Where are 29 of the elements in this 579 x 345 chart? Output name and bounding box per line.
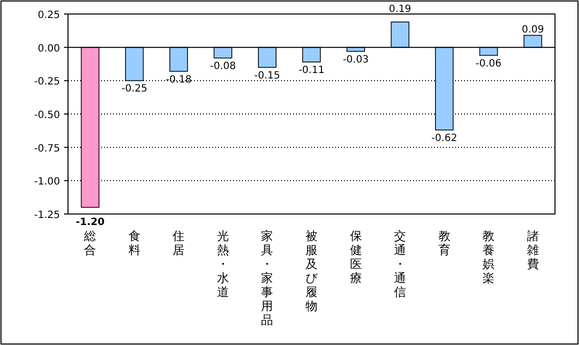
x-tick-label: 教養娯楽 — [482, 229, 495, 285]
data-label: -0.18 — [166, 74, 192, 86]
x-tick-label: 総合 — [83, 229, 96, 257]
x-tick-label: 住居 — [172, 229, 185, 257]
y-tick-label: -0.25 — [34, 76, 60, 88]
y-tick-label: -0.50 — [34, 110, 60, 121]
data-label: 0.19 — [388, 4, 412, 15]
data-label: -0.25 — [121, 84, 148, 95]
data-label: -0.15 — [254, 70, 280, 82]
y-tick-label: -0.75 — [34, 143, 60, 154]
x-tick-label: 教育 — [438, 229, 450, 257]
data-label: -1.20 — [76, 217, 105, 228]
x-tick-label: 保健医療 — [350, 229, 362, 285]
data-label: -0.11 — [298, 65, 324, 76]
x-tick-label: 光熱・水道 — [216, 229, 229, 299]
x-tick-label: 家具・家事用品 — [261, 229, 274, 327]
data-label: 0.09 — [522, 24, 544, 36]
y-tick-label: -1.00 — [34, 176, 60, 188]
data-label: -0.08 — [210, 61, 236, 72]
y-tick-label: 0.00 — [38, 43, 60, 54]
x-tick-label: 被服及び履物 — [306, 229, 318, 313]
y-tick-label: -1.25 — [34, 210, 60, 221]
data-label: -0.06 — [476, 58, 502, 70]
x-tick-label: 諸雑費 — [526, 229, 539, 271]
x-tick-label: 交通・通信 — [394, 229, 406, 299]
x-tick-label: 食料 — [128, 229, 140, 257]
y-tick-label: 0.25 — [38, 10, 60, 21]
data-label: -0.62 — [431, 133, 458, 144]
data-label: -0.03 — [342, 54, 369, 66]
